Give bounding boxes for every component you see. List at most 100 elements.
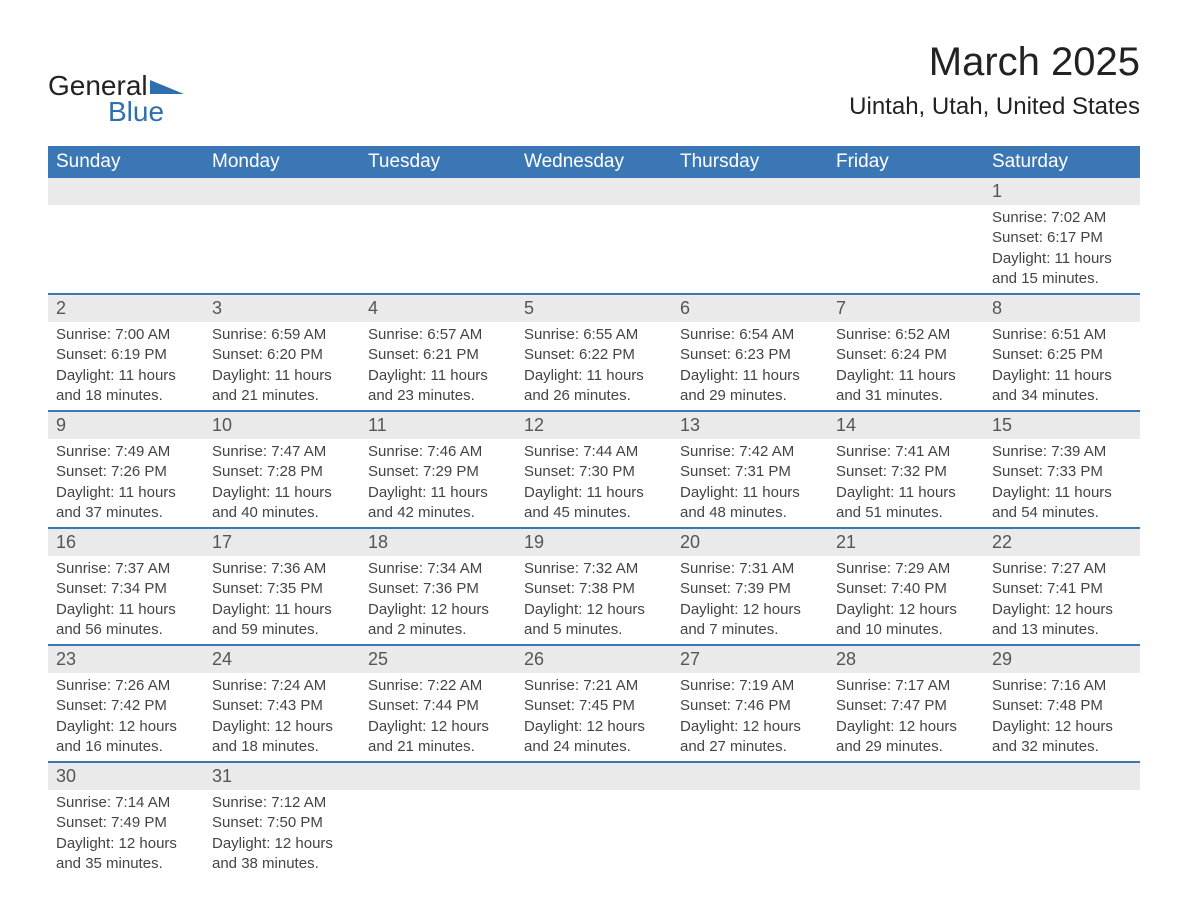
daydata-cell: Sunrise: 7:39 AMSunset: 7:33 PMDaylight:… (984, 439, 1140, 528)
logo-text-blue: Blue (108, 96, 164, 128)
daylight-text: Daylight: 11 hours and 31 minutes. (836, 366, 976, 407)
sunrise-text: Sunrise: 6:52 AM (836, 325, 976, 345)
daydata-cell: Sunrise: 7:12 AMSunset: 7:50 PMDaylight:… (204, 790, 360, 878)
daydata-cell (516, 205, 672, 294)
sunset-text: Sunset: 7:45 PM (524, 696, 664, 716)
daynum-cell: 6 (672, 294, 828, 322)
daydata-cell: Sunrise: 7:49 AMSunset: 7:26 PMDaylight:… (48, 439, 204, 528)
daynum-cell: 8 (984, 294, 1140, 322)
daynum-cell: 4 (360, 294, 516, 322)
daydata-cell: Sunrise: 7:32 AMSunset: 7:38 PMDaylight:… (516, 556, 672, 645)
header: General Blue March 2025 Uintah, Utah, Un… (48, 40, 1140, 128)
daylight-text: Daylight: 11 hours and 23 minutes. (368, 366, 508, 407)
sunset-text: Sunset: 7:32 PM (836, 462, 976, 482)
daylight-text: Daylight: 11 hours and 26 minutes. (524, 366, 664, 407)
daydata-cell (516, 790, 672, 878)
daynum-cell: 22 (984, 528, 1140, 556)
daydata-cell: Sunrise: 7:16 AMSunset: 7:48 PMDaylight:… (984, 673, 1140, 762)
daylight-text: Daylight: 12 hours and 18 minutes. (212, 717, 352, 758)
daylight-text: Daylight: 11 hours and 15 minutes. (992, 249, 1132, 290)
daynum-row: 23242526272829 (48, 645, 1140, 673)
daydata-cell: Sunrise: 7:22 AMSunset: 7:44 PMDaylight:… (360, 673, 516, 762)
sunset-text: Sunset: 7:33 PM (992, 462, 1132, 482)
sunset-text: Sunset: 6:17 PM (992, 228, 1132, 248)
daynum-row: 3031 (48, 762, 1140, 790)
sunset-text: Sunset: 7:47 PM (836, 696, 976, 716)
daynum-cell: 25 (360, 645, 516, 673)
daynum-cell: 17 (204, 528, 360, 556)
daydata-cell (672, 790, 828, 878)
sunset-text: Sunset: 7:39 PM (680, 579, 820, 599)
sunrise-text: Sunrise: 7:19 AM (680, 676, 820, 696)
sunset-text: Sunset: 7:44 PM (368, 696, 508, 716)
logo-triangle-icon (150, 74, 184, 99)
sunset-text: Sunset: 7:36 PM (368, 579, 508, 599)
daydata-cell: Sunrise: 6:54 AMSunset: 6:23 PMDaylight:… (672, 322, 828, 411)
daylight-text: Daylight: 12 hours and 35 minutes. (56, 834, 196, 875)
daynum-row: 9101112131415 (48, 411, 1140, 439)
daydata-cell: Sunrise: 7:19 AMSunset: 7:46 PMDaylight:… (672, 673, 828, 762)
daydata-row: Sunrise: 7:37 AMSunset: 7:34 PMDaylight:… (48, 556, 1140, 645)
daydata-cell: Sunrise: 7:31 AMSunset: 7:39 PMDaylight:… (672, 556, 828, 645)
sunset-text: Sunset: 6:24 PM (836, 345, 976, 365)
calendar-table: Sunday Monday Tuesday Wednesday Thursday… (48, 146, 1140, 878)
daydata-cell: Sunrise: 7:42 AMSunset: 7:31 PMDaylight:… (672, 439, 828, 528)
daylight-text: Daylight: 11 hours and 56 minutes. (56, 600, 196, 641)
daynum-cell (828, 178, 984, 205)
daynum-cell: 10 (204, 411, 360, 439)
sunrise-text: Sunrise: 6:55 AM (524, 325, 664, 345)
daynum-cell (672, 178, 828, 205)
daylight-text: Daylight: 12 hours and 10 minutes. (836, 600, 976, 641)
sunrise-text: Sunrise: 7:14 AM (56, 793, 196, 813)
sunset-text: Sunset: 7:49 PM (56, 813, 196, 833)
daylight-text: Daylight: 11 hours and 48 minutes. (680, 483, 820, 524)
daynum-cell: 28 (828, 645, 984, 673)
daynum-cell (360, 762, 516, 790)
sunrise-text: Sunrise: 6:51 AM (992, 325, 1132, 345)
sunset-text: Sunset: 7:41 PM (992, 579, 1132, 599)
daylight-text: Daylight: 11 hours and 37 minutes. (56, 483, 196, 524)
sunset-text: Sunset: 6:25 PM (992, 345, 1132, 365)
sunset-text: Sunset: 6:19 PM (56, 345, 196, 365)
daynum-cell: 13 (672, 411, 828, 439)
sunrise-text: Sunrise: 7:47 AM (212, 442, 352, 462)
daydata-row: Sunrise: 7:49 AMSunset: 7:26 PMDaylight:… (48, 439, 1140, 528)
logo: General Blue (48, 40, 184, 128)
daynum-cell: 2 (48, 294, 204, 322)
calendar-body: 1 Sunrise: 7:02 AMSunset: 6:17 PMDayligh… (48, 178, 1140, 878)
sunrise-text: Sunrise: 6:57 AM (368, 325, 508, 345)
sunrise-text: Sunrise: 7:02 AM (992, 208, 1132, 228)
daydata-cell: Sunrise: 7:17 AMSunset: 7:47 PMDaylight:… (828, 673, 984, 762)
sunrise-text: Sunrise: 7:32 AM (524, 559, 664, 579)
daynum-cell: 14 (828, 411, 984, 439)
daynum-cell: 24 (204, 645, 360, 673)
daydata-cell: Sunrise: 7:46 AMSunset: 7:29 PMDaylight:… (360, 439, 516, 528)
daynum-row: 16171819202122 (48, 528, 1140, 556)
daynum-cell (48, 178, 204, 205)
daynum-cell: 21 (828, 528, 984, 556)
daynum-cell (672, 762, 828, 790)
sunrise-text: Sunrise: 7:29 AM (836, 559, 976, 579)
daynum-cell: 27 (672, 645, 828, 673)
daynum-cell: 20 (672, 528, 828, 556)
daynum-row: 1 (48, 178, 1140, 205)
daynum-cell: 18 (360, 528, 516, 556)
title-block: March 2025 Uintah, Utah, United States (849, 40, 1140, 121)
daylight-text: Daylight: 11 hours and 21 minutes. (212, 366, 352, 407)
daylight-text: Daylight: 11 hours and 18 minutes. (56, 366, 196, 407)
daylight-text: Daylight: 12 hours and 29 minutes. (836, 717, 976, 758)
sunset-text: Sunset: 7:28 PM (212, 462, 352, 482)
sunrise-text: Sunrise: 7:34 AM (368, 559, 508, 579)
sunrise-text: Sunrise: 7:12 AM (212, 793, 352, 813)
sunset-text: Sunset: 7:42 PM (56, 696, 196, 716)
sunrise-text: Sunrise: 7:26 AM (56, 676, 196, 696)
daydata-cell: Sunrise: 7:24 AMSunset: 7:43 PMDaylight:… (204, 673, 360, 762)
daydata-row: Sunrise: 7:00 AMSunset: 6:19 PMDaylight:… (48, 322, 1140, 411)
daynum-cell: 5 (516, 294, 672, 322)
sunrise-text: Sunrise: 7:36 AM (212, 559, 352, 579)
sunset-text: Sunset: 7:50 PM (212, 813, 352, 833)
daynum-cell: 7 (828, 294, 984, 322)
daydata-cell (204, 205, 360, 294)
daydata-row: Sunrise: 7:02 AMSunset: 6:17 PMDaylight:… (48, 205, 1140, 294)
sunset-text: Sunset: 7:34 PM (56, 579, 196, 599)
